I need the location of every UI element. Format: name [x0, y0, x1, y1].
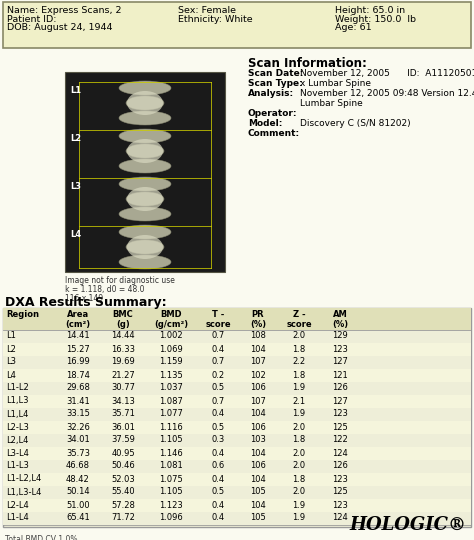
Text: 1.096: 1.096: [159, 514, 183, 523]
Text: 52.03: 52.03: [111, 475, 135, 483]
Text: 106: 106: [250, 422, 266, 431]
Text: 127: 127: [332, 357, 348, 367]
Text: 1.037: 1.037: [159, 383, 183, 393]
Text: 123: 123: [332, 475, 348, 483]
Ellipse shape: [119, 159, 171, 173]
Text: 40.95: 40.95: [111, 449, 135, 457]
Text: 0.5: 0.5: [211, 422, 225, 431]
Text: 1.077: 1.077: [159, 409, 183, 418]
Text: 0.2: 0.2: [211, 370, 225, 380]
Text: 1.9: 1.9: [292, 514, 306, 523]
Ellipse shape: [127, 91, 163, 115]
Text: 0.7: 0.7: [211, 357, 225, 367]
FancyBboxPatch shape: [3, 2, 471, 48]
Text: 123: 123: [332, 409, 348, 418]
Text: 46.68: 46.68: [66, 462, 90, 470]
Text: x Lumbar Spine: x Lumbar Spine: [300, 79, 371, 88]
Text: Region: Region: [6, 310, 39, 319]
Text: 1.135: 1.135: [159, 370, 183, 380]
Text: 0.4: 0.4: [211, 449, 225, 457]
Text: L1: L1: [70, 86, 81, 95]
Text: L1-L2,L4: L1-L2,L4: [6, 475, 41, 483]
Ellipse shape: [119, 225, 171, 239]
Text: L2-L3: L2-L3: [6, 422, 29, 431]
Text: Age: 61: Age: 61: [335, 23, 372, 32]
FancyBboxPatch shape: [3, 308, 471, 527]
Text: 36.01: 36.01: [111, 422, 135, 431]
Text: 104: 104: [250, 345, 266, 354]
Ellipse shape: [119, 129, 171, 143]
Text: 35.73: 35.73: [66, 449, 90, 457]
Text: 0.4: 0.4: [211, 409, 225, 418]
Text: 1.9: 1.9: [292, 501, 306, 510]
Text: L3: L3: [6, 357, 16, 367]
Text: 125: 125: [332, 422, 348, 431]
Text: L1,L3: L1,L3: [6, 396, 28, 406]
Text: 116 x 149: 116 x 149: [65, 294, 103, 303]
Text: 1.8: 1.8: [292, 475, 306, 483]
Text: 19.69: 19.69: [111, 357, 135, 367]
Text: Operator:: Operator:: [248, 109, 298, 118]
Text: 1.087: 1.087: [159, 396, 183, 406]
Ellipse shape: [119, 207, 171, 221]
Text: 16.33: 16.33: [111, 345, 135, 354]
Text: 1.002: 1.002: [159, 332, 183, 341]
Text: BMD
(g/cm²): BMD (g/cm²): [154, 310, 188, 329]
Text: 1.9: 1.9: [292, 383, 306, 393]
Text: Image not for diagnostic use: Image not for diagnostic use: [65, 276, 175, 285]
Ellipse shape: [127, 139, 163, 163]
Text: 104: 104: [250, 475, 266, 483]
Ellipse shape: [126, 96, 164, 110]
FancyBboxPatch shape: [3, 382, 471, 395]
Text: Model:: Model:: [248, 119, 283, 128]
Text: 0.4: 0.4: [211, 514, 225, 523]
Text: k = 1.118, d0 = 48.0: k = 1.118, d0 = 48.0: [65, 285, 145, 294]
Text: 102: 102: [250, 370, 266, 380]
Text: 108: 108: [250, 332, 266, 341]
FancyBboxPatch shape: [65, 72, 225, 272]
Text: 2.0: 2.0: [292, 332, 306, 341]
Text: 1.8: 1.8: [292, 435, 306, 444]
Text: 14.41: 14.41: [66, 332, 90, 341]
Text: L4: L4: [6, 370, 16, 380]
Text: L3: L3: [70, 182, 81, 191]
Text: HOLOGIC®: HOLOGIC®: [349, 516, 466, 534]
Text: 48.42: 48.42: [66, 475, 90, 483]
FancyBboxPatch shape: [3, 473, 471, 486]
Text: L1,L3-L4: L1,L3-L4: [6, 488, 41, 496]
Text: AM
(%): AM (%): [332, 310, 348, 329]
Text: 0.5: 0.5: [211, 383, 225, 393]
Text: 1.123: 1.123: [159, 501, 183, 510]
Text: Comment:: Comment:: [248, 129, 300, 138]
Text: DXA Results Summary:: DXA Results Summary:: [5, 296, 167, 309]
Text: 32.26: 32.26: [66, 422, 90, 431]
Text: L1-L2: L1-L2: [6, 383, 29, 393]
Ellipse shape: [119, 111, 171, 125]
Text: 2.0: 2.0: [292, 488, 306, 496]
Text: 14.44: 14.44: [111, 332, 135, 341]
Text: BMC
(g): BMC (g): [113, 310, 133, 329]
Text: 1.105: 1.105: [159, 488, 183, 496]
Text: 21.27: 21.27: [111, 370, 135, 380]
Text: 2.2: 2.2: [292, 357, 306, 367]
Text: 126: 126: [332, 462, 348, 470]
FancyBboxPatch shape: [3, 499, 471, 512]
Text: Discovery C (S/N 81202): Discovery C (S/N 81202): [300, 119, 410, 128]
Text: 105: 105: [250, 488, 266, 496]
Text: 1.116: 1.116: [159, 422, 183, 431]
Text: 121: 121: [332, 370, 348, 380]
Text: 0.7: 0.7: [211, 396, 225, 406]
Text: 1.9: 1.9: [292, 409, 306, 418]
Text: Lumbar Spine: Lumbar Spine: [300, 99, 363, 108]
Text: L2-L4: L2-L4: [6, 501, 29, 510]
Text: 127: 127: [332, 396, 348, 406]
Text: 50.14: 50.14: [66, 488, 90, 496]
Text: 107: 107: [250, 357, 266, 367]
FancyBboxPatch shape: [3, 356, 471, 369]
Text: L1: L1: [6, 332, 16, 341]
Ellipse shape: [119, 81, 171, 95]
Text: 104: 104: [250, 501, 266, 510]
FancyBboxPatch shape: [3, 308, 471, 330]
Text: 1.075: 1.075: [159, 475, 183, 483]
